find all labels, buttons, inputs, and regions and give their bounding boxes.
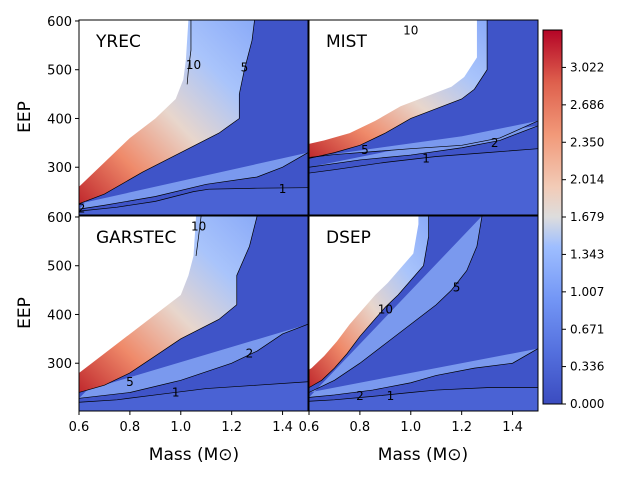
panel-title: MIST — [326, 32, 367, 52]
y-tick-label: 600 — [47, 211, 72, 226]
x-axis-label-left: Mass (M⊙) — [149, 445, 239, 465]
y-axis-ticks-top: 300 400 500 600 — [47, 15, 79, 176]
contour-label: 2 — [491, 136, 499, 150]
panel-frame — [308, 19, 539, 216]
contour-label: 5 — [361, 143, 369, 157]
panel-garstec: 10 5 2 1 GARSTEC — [78, 215, 309, 412]
contour-label: 1 — [422, 151, 430, 165]
colorbar-tick-label: 0.671 — [570, 322, 604, 336]
panel-frame — [78, 19, 309, 216]
x-tick-label: 0.6 — [299, 420, 320, 435]
y-tick-label: 400 — [47, 308, 72, 323]
y-tick-label: 600 — [47, 15, 72, 30]
contour-line-10 — [309, 216, 429, 388]
panel-dsep: 10 5 2 1 DSEP — [308, 215, 539, 412]
colorbar-tick-label: 2.686 — [570, 98, 604, 112]
colorbar-tick-label: 1.679 — [570, 210, 604, 224]
contour-label: 5 — [241, 60, 249, 74]
contour-line-1 — [79, 187, 308, 212]
panel-mist: 10 5 2 1 MIST — [308, 19, 539, 216]
contour-label: 10 — [186, 58, 201, 72]
contour-line-2 — [309, 348, 538, 398]
contour-label: 1 — [172, 385, 180, 399]
panel-title: GARSTEC — [96, 228, 176, 248]
mid-band — [309, 120, 538, 168]
panel-title: YREC — [95, 32, 141, 52]
contour-label: 10 — [191, 220, 206, 234]
x-axis-ticks-right: 0.6 0.8 1.0 1.2 1.4 — [299, 411, 523, 435]
colorbar-ticks: 0.000 0.336 0.671 1.007 1.343 1.679 2.014 2.350… — [562, 60, 604, 411]
y-tick-label: 500 — [47, 64, 72, 79]
contour-line-2 — [79, 323, 308, 399]
contour-label: 1 — [387, 389, 395, 403]
colorbar-tick-label: 1.007 — [570, 285, 604, 299]
contour-line-2 — [309, 125, 538, 168]
x-tick-label: 1.0 — [400, 420, 421, 435]
contour-line-1 — [309, 148, 538, 174]
contour-line-5 — [79, 216, 258, 393]
contour-line-1 — [79, 381, 308, 403]
contour-line-5 — [79, 20, 255, 205]
colorbar-tick-label: 0.336 — [570, 360, 604, 374]
x-axis-label-right: Mass (M⊙) — [378, 445, 468, 465]
contour-line-10 — [186, 20, 192, 85]
mid-band — [309, 216, 538, 398]
low-band — [79, 381, 308, 411]
contour-line-10 — [309, 20, 488, 159]
panel-title: DSEP — [326, 228, 371, 248]
x-tick-label: 0.6 — [69, 420, 90, 435]
panel-yrec: 10 5 1 2 YREC — [78, 19, 309, 216]
x-tick-label: 1.0 — [170, 420, 191, 435]
x-tick-label: 1.4 — [502, 420, 523, 435]
no-data-region — [79, 20, 189, 187]
y-tick-label: 500 — [47, 260, 72, 275]
contour-line-5 — [309, 216, 483, 393]
colorbar-tick-label: 2.014 — [570, 173, 604, 187]
y-tick-label: 300 — [47, 161, 72, 176]
contour-label: 5 — [126, 375, 134, 389]
x-tick-label: 0.8 — [350, 420, 371, 435]
contour-label: 2 — [356, 389, 364, 403]
y-tick-label: 300 — [47, 357, 72, 372]
contour-line-2 — [79, 152, 308, 210]
y-axis-label-top: EEP — [15, 101, 35, 133]
y-axis-label-bottom: EEP — [15, 297, 35, 329]
contour-label: 2 — [78, 202, 86, 216]
colorbar — [542, 29, 563, 405]
no-data-region — [79, 216, 197, 373]
low-band — [79, 187, 308, 215]
contour-label: 10 — [378, 303, 393, 317]
contour-label: 5 — [453, 281, 461, 295]
contour-line-10 — [195, 216, 202, 257]
x-tick-label: 1.4 — [272, 420, 293, 435]
no-data-region — [309, 20, 477, 144]
no-data-region — [309, 216, 419, 370]
low-band — [309, 387, 538, 411]
panel-frame — [308, 215, 539, 412]
colorbar-tick-label: 3.022 — [570, 60, 604, 74]
colorbar-tick-label: 0.000 — [570, 397, 604, 411]
x-tick-label: 0.8 — [120, 420, 141, 435]
y-axis-ticks-bottom: 300 400 500 600 — [47, 211, 79, 372]
contour-label: 2 — [246, 346, 254, 360]
x-axis-ticks-left: 0.6 0.8 1.0 1.2 1.4 — [69, 411, 293, 435]
colorbar-tick-label: 1.343 — [570, 247, 604, 261]
contour-label: 1 — [279, 182, 287, 196]
x-tick-label: 1.2 — [221, 420, 242, 435]
contour-line-5 — [309, 120, 538, 158]
contour-label: 10 — [403, 24, 418, 38]
contour-line-1 — [309, 387, 538, 402]
x-tick-label: 1.2 — [451, 420, 472, 435]
colorbar-tick-label: 2.350 — [570, 135, 604, 149]
panel-frame — [78, 215, 309, 412]
y-tick-label: 400 — [47, 112, 72, 127]
